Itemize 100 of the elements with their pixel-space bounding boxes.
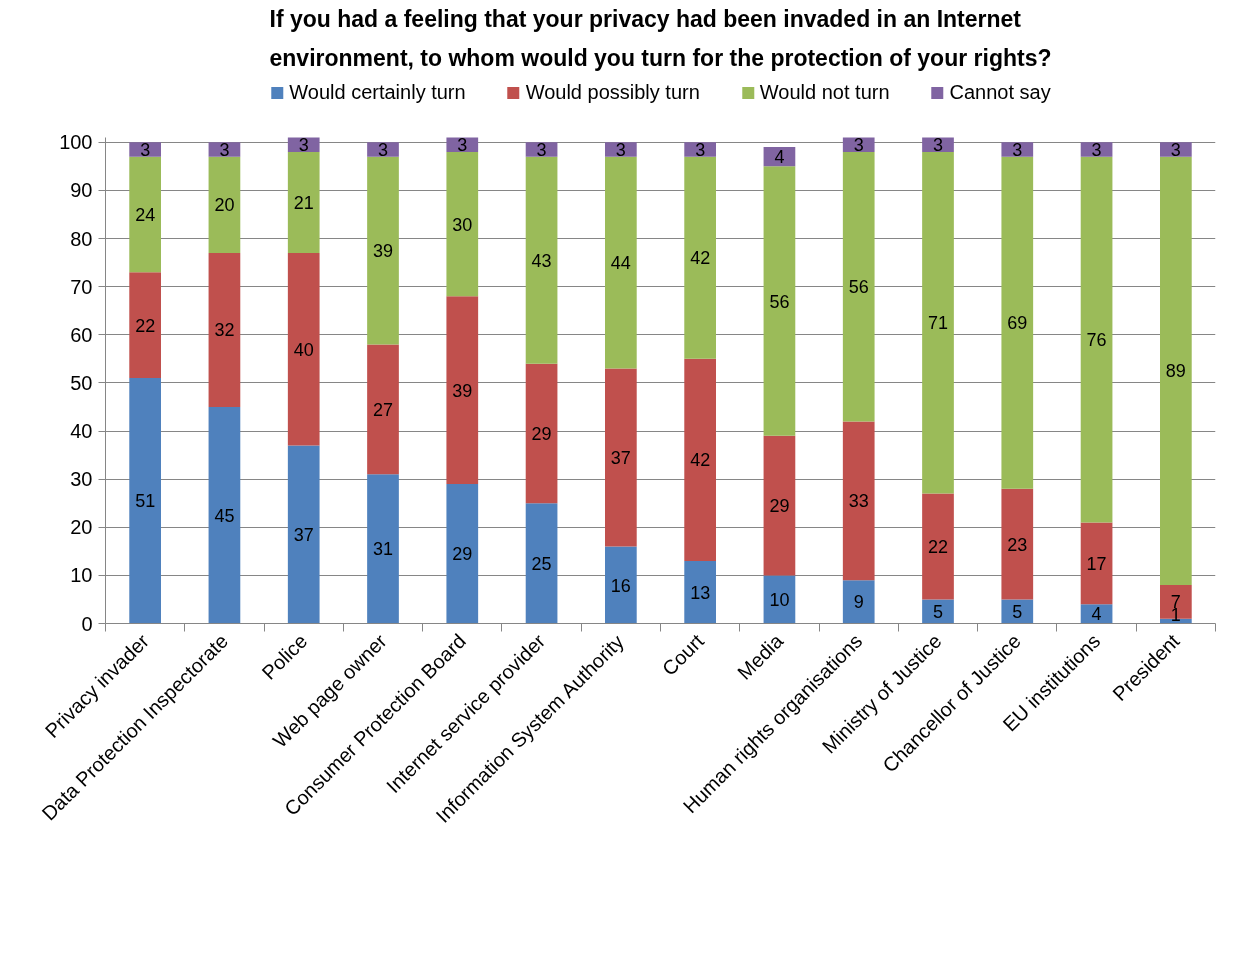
data-label: 3 [219,140,230,161]
y-tick-label: 80 [70,227,93,250]
bar [922,493,954,600]
data-label: 32 [214,320,235,341]
data-label: 21 [293,192,314,213]
data-label: 27 [372,399,394,420]
bar [922,599,954,624]
data-label: 17 [1086,553,1107,574]
bar [605,156,637,369]
y-tick-label: 50 [70,371,93,394]
bar [446,296,479,484]
data-label: 23 [1007,534,1028,555]
legend-label: Would possibly turn [525,81,700,104]
data-label: 3 [140,140,151,161]
data-label: 33 [848,491,869,512]
y-tick-label: 0 [81,612,93,635]
data-label: 89 [1165,361,1186,382]
bar [922,151,954,494]
legend-label: Cannot say [949,81,1051,104]
bar [208,406,241,624]
bar [763,166,796,436]
bar [446,151,479,297]
data-label: 29 [769,496,790,517]
data-label: 3 [1091,140,1102,161]
bar [1080,522,1113,605]
y-tick-label: 10 [70,564,93,587]
bar [605,368,637,547]
data-label: 3 [377,140,389,161]
data-label: 16 [610,575,631,596]
data-label: 39 [372,241,394,262]
data-label: 3 [1170,140,1181,161]
data-label: 69 [1007,313,1028,334]
data-label: 56 [848,277,869,298]
bar [129,156,161,273]
data-label: 29 [531,423,552,444]
bar [525,156,558,364]
data-label: 24 [135,204,156,225]
data-label: 4 [774,147,785,168]
bar [287,151,320,253]
chart-title: If you had a feeling that your privacy had been invaded in an Internet environment, to whom would you turn for the protection of your rights? [269,5,1052,71]
bar [129,272,161,379]
bar [842,151,875,422]
bar [842,421,875,581]
data-label: 13 [690,582,711,603]
data-label: 3 [1012,140,1023,161]
bar [287,252,320,446]
data-label: 43 [531,250,552,271]
data-label: 3 [853,135,864,156]
bar [605,546,637,624]
bar [367,344,399,475]
data-label: 3 [615,140,626,161]
bar [1001,156,1034,489]
bar [684,560,716,624]
bar [525,363,558,504]
data-label: 10 [769,589,790,610]
data-label: 45 [214,505,235,526]
data-label: 3 [536,140,547,161]
data-label: 5 [1012,601,1023,622]
data-label: 56 [769,291,790,312]
data-label: 3 [298,135,309,156]
y-tick-label: 30 [70,468,93,491]
data-label: 3 [695,140,706,161]
bar [446,483,479,624]
data-label: 9 [853,592,864,613]
bar [208,252,241,407]
y-tick-label: 90 [70,179,93,202]
bar [684,156,716,359]
data-label: 31 [372,539,394,560]
data-label: 40 [293,339,314,360]
bar [1001,599,1034,624]
data-label: 37 [293,524,314,545]
data-label: 37 [610,447,631,468]
y-tick-label: 100 [59,131,93,154]
bar [367,474,399,624]
data-label: 25 [531,553,552,574]
data-label: 4 [1091,604,1102,625]
data-label: 42 [690,248,711,269]
data-label: 5 [932,601,944,622]
data-label: 39 [452,380,473,401]
bar [129,378,161,624]
data-label: 44 [610,253,631,274]
bar [1160,156,1192,585]
bar [1001,488,1034,600]
bar [763,575,796,624]
bar [1080,156,1113,523]
y-tick-label: 40 [70,420,93,443]
y-tick-label: 70 [70,275,93,298]
legend-label: Would not turn [759,81,890,104]
data-label: 51 [135,491,156,512]
data-label: 30 [452,214,473,235]
bar [287,445,320,624]
y-tick-label: 20 [70,516,93,539]
bar [763,435,796,576]
legend-label: Would certainly turn [289,81,466,104]
bar [842,580,875,624]
data-label: 22 [135,315,156,336]
data-label: 3 [457,135,468,156]
y-tick-label: 60 [70,323,93,346]
bar [208,156,241,253]
data-label: 20 [214,195,235,216]
